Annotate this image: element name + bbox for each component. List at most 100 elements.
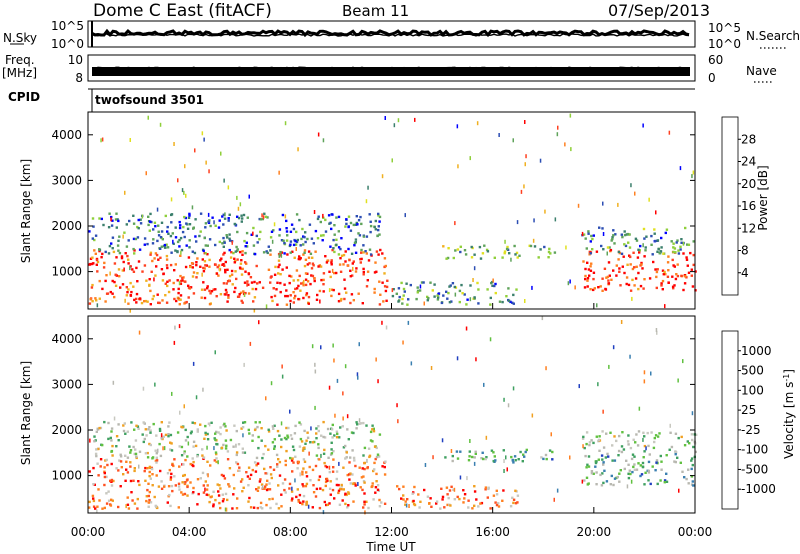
power-cell [676, 263, 679, 266]
velocity-colorbar-tick-label: -1000 [741, 482, 776, 496]
power-cell [448, 285, 451, 288]
power-cell [656, 250, 659, 253]
velocity-cell [222, 498, 225, 501]
date-label: 07/Sep/2013 [608, 1, 710, 20]
velocity-cell [97, 488, 100, 491]
power-cell [230, 251, 233, 254]
velocity-cell [103, 483, 106, 487]
velocity-cell [473, 504, 476, 507]
nave-tick-top: 60 [708, 53, 723, 67]
power-cell [369, 220, 372, 223]
power-cell [328, 270, 331, 273]
power-cell [93, 238, 96, 242]
power-cell [228, 248, 231, 252]
velocity-cell [285, 426, 288, 430]
velocity-cell [89, 438, 91, 443]
velocity-cell [648, 453, 651, 456]
power-cell [285, 303, 289, 306]
velocity-cell [126, 503, 130, 506]
velocity-cell [489, 337, 492, 342]
velocity-cell [146, 451, 149, 455]
power-cell [682, 241, 685, 246]
power-cell [152, 294, 155, 298]
velocity-cell [182, 463, 185, 466]
power-cell [95, 258, 99, 262]
power-cell [302, 296, 305, 300]
power-cell [593, 287, 596, 290]
velocity-cell [493, 455, 496, 458]
velocity-cell [585, 476, 589, 479]
velocity-cell [160, 433, 163, 438]
freq-panel: Freq. [MHz] 10 8 60 0 Nave [2, 53, 777, 85]
power-cell [223, 251, 226, 255]
power-colorbar-tick-label: 12 [741, 221, 756, 235]
power-cell [182, 225, 185, 229]
power-cell [183, 215, 186, 219]
velocity-cell [344, 444, 347, 448]
velocity-cell [111, 444, 114, 448]
velocity-cell [314, 464, 318, 468]
velocity-cell [124, 432, 127, 435]
power-cell [659, 250, 662, 253]
velocity-cell [273, 438, 276, 441]
velocity-cell [329, 453, 333, 456]
power-cell [206, 244, 209, 247]
power-cell [177, 178, 179, 183]
velocity-cell [312, 484, 315, 487]
velocity-cell [254, 470, 258, 473]
velocity-cell [363, 467, 366, 471]
power-cell [117, 268, 121, 271]
velocity-cell [261, 456, 264, 460]
power-cell [256, 241, 259, 244]
velocity-cell [242, 433, 244, 438]
power-cell [402, 294, 405, 297]
velocity-cell [295, 495, 298, 499]
power-cell [178, 226, 182, 230]
power-cell [295, 269, 299, 272]
power-cell [691, 285, 695, 288]
velocity-cell [136, 497, 139, 501]
velocity-cell [106, 463, 109, 467]
velocity-cell [241, 451, 245, 454]
velocity-cell [440, 487, 443, 490]
power-cell [587, 232, 590, 235]
power-cell [603, 267, 607, 270]
velocity-cell [226, 498, 229, 502]
velocity-cell [286, 434, 289, 437]
velocity-cell [441, 495, 445, 499]
power-cell [628, 246, 632, 249]
velocity-cell [99, 426, 103, 430]
power-cell [139, 218, 142, 221]
power-cell [650, 243, 653, 246]
power-cell [279, 281, 282, 285]
power-cell [592, 288, 595, 292]
power-cell [684, 226, 687, 230]
power-cell [126, 254, 129, 258]
power-cell [243, 281, 247, 284]
velocity-cell [328, 487, 332, 490]
power-colorbar-tick-label: 20 [741, 177, 756, 191]
power-cell [303, 279, 305, 284]
velocity-cell [340, 485, 343, 488]
velocity-cell [238, 466, 241, 469]
power-cell [305, 293, 308, 297]
velocity-cell [583, 479, 586, 482]
velocity-cell [325, 477, 328, 481]
velocity-cell [133, 469, 136, 473]
velocity-cell [291, 486, 293, 491]
power-cell [337, 230, 340, 233]
velocity-cell [352, 482, 355, 486]
power-cell [201, 131, 204, 136]
velocity-cell [236, 497, 239, 500]
velocity-cell [315, 454, 319, 457]
velocity-cell [446, 493, 449, 496]
velocity-cell [328, 465, 331, 470]
power-cell [400, 281, 403, 285]
velocity-cell [276, 465, 279, 468]
velocity-cell [553, 497, 555, 502]
velocity-colorbar-tick-label: -100 [741, 443, 768, 457]
velocity-cell [327, 456, 330, 459]
velocity-cell [291, 445, 295, 448]
power-cell [193, 251, 197, 255]
power-cell [354, 223, 358, 226]
